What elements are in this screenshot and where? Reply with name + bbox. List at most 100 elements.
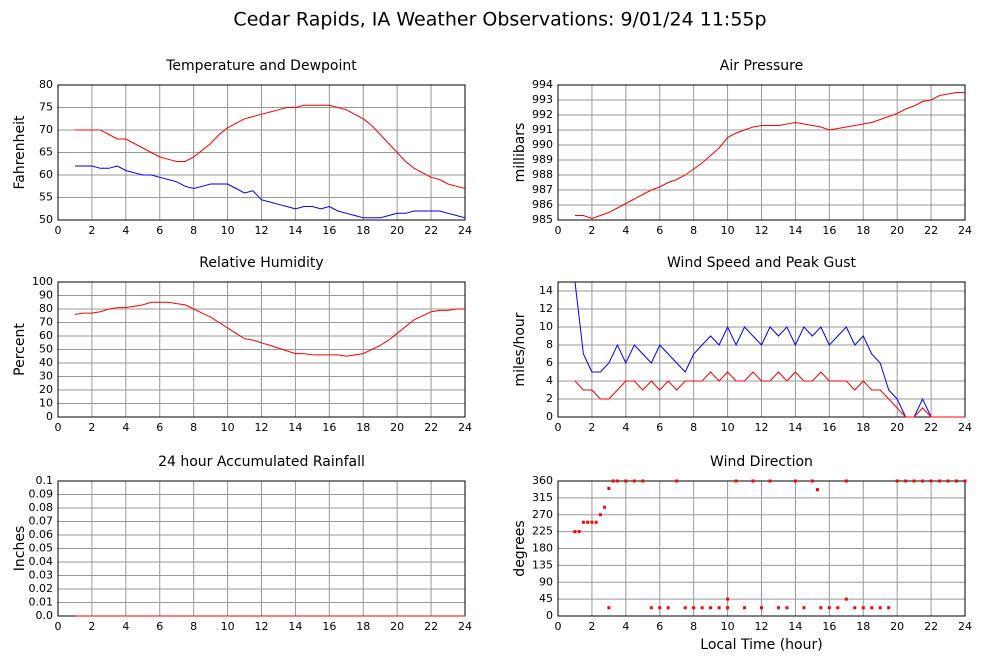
x-tick-label: 0: [55, 421, 62, 434]
x-tick-label: 4: [122, 620, 129, 633]
x-tick-label: 22: [924, 620, 938, 633]
page-title: Cedar Rapids, IA Weather Observations: 9…: [233, 9, 766, 31]
x-tick-label: 6: [656, 620, 663, 633]
x-tick-label: 2: [88, 620, 95, 633]
y-tick-label: 0.02: [29, 582, 54, 595]
y-tick-label: 45: [539, 592, 553, 605]
data-point: [726, 606, 730, 610]
plot-frame: [557, 84, 966, 221]
subplot-title: 24 hour Accumulated Rainfall: [158, 454, 365, 470]
x-tick-label: 22: [924, 421, 938, 434]
y-tick-label: 30: [39, 370, 53, 383]
y-tick-label: 987: [532, 183, 553, 196]
x-tick-label: 14: [788, 421, 802, 434]
data-line: [575, 92, 965, 220]
y-tick-label: 65: [39, 146, 53, 159]
x-tick-label: 22: [424, 224, 438, 237]
data-line: [74, 301, 465, 357]
x-tick-label: 6: [156, 224, 163, 237]
data-point: [717, 606, 721, 610]
y-tick-label: 994: [532, 78, 553, 91]
plot-frame: [57, 84, 466, 221]
y-tick-label: 985: [532, 213, 553, 226]
y-tick-label: 990: [532, 138, 553, 151]
x-tick-label: 2: [588, 620, 595, 633]
x-tick-label: 8: [190, 620, 197, 633]
x-tick-label: 8: [190, 421, 197, 434]
y-tick-label: 75: [39, 101, 53, 114]
data-point: [844, 597, 848, 601]
y-tick-label: 0.0: [36, 609, 54, 622]
x-tick-label: 4: [622, 620, 629, 633]
x-tick-label: 18: [856, 224, 870, 237]
y-tick-label: 988: [532, 168, 553, 181]
x-tick-label: 24: [958, 421, 972, 434]
x-tick-label: 18: [356, 421, 370, 434]
data-point: [946, 479, 950, 483]
x-tick-label: 8: [690, 421, 697, 434]
x-tick-label: 14: [288, 421, 302, 434]
data-point: [632, 479, 636, 483]
data-point: [573, 530, 577, 534]
x-tick-label: 12: [255, 620, 269, 633]
data-point: [607, 606, 611, 610]
y-axis-label: miles/hour: [512, 312, 528, 386]
data-point: [577, 530, 581, 534]
x-tick-label: 4: [622, 421, 629, 434]
x-tick-label: 10: [221, 421, 235, 434]
y-tick-label: 135: [532, 558, 553, 571]
data-point: [887, 606, 891, 610]
y-axis-label: Inches: [12, 526, 28, 571]
data-point: [586, 520, 590, 524]
x-tick-label: 12: [755, 620, 769, 633]
data-line: [574, 371, 965, 418]
data-point: [692, 606, 696, 610]
data-line: [75, 104, 466, 189]
y-tick-label: 80: [39, 302, 53, 315]
x-tick-label: 10: [721, 421, 735, 434]
y-tick-label: 8: [546, 338, 553, 351]
data-point: [912, 479, 916, 483]
data-point: [649, 606, 653, 610]
y-tick-label: 90: [539, 575, 553, 588]
data-point: [768, 479, 772, 483]
y-tick-label: 14: [539, 284, 553, 297]
y-tick-label: 50: [39, 343, 53, 356]
x-tick-label: 16: [322, 421, 336, 434]
x-tick-label: 18: [356, 224, 370, 237]
data-point: [611, 479, 615, 483]
y-tick-label: 225: [532, 525, 553, 538]
data-point: [878, 606, 882, 610]
data-point: [815, 488, 819, 492]
x-tick-label: 0: [555, 620, 562, 633]
data-point: [751, 479, 755, 483]
data-point: [836, 606, 840, 610]
y-tick-label: 986: [532, 198, 553, 211]
x-tick-label: 10: [721, 620, 735, 633]
y-tick-label: 0.09: [29, 488, 54, 501]
y-tick-label: 180: [532, 542, 553, 555]
data-point: [785, 606, 789, 610]
x-tick-label: 24: [958, 224, 972, 237]
data-point: [870, 606, 874, 610]
data-point: [709, 606, 713, 610]
x-tick-label: 16: [322, 224, 336, 237]
y-tick-label: 4: [546, 374, 553, 387]
x-tick-label: 4: [622, 224, 629, 237]
y-axis-label: degrees: [512, 520, 528, 576]
data-point: [683, 606, 687, 610]
y-axis-label: millibars: [512, 123, 528, 183]
data-point: [590, 520, 594, 524]
data-point: [827, 606, 831, 610]
data-point: [624, 479, 628, 483]
data-point: [666, 606, 670, 610]
x-tick-label: 24: [458, 224, 472, 237]
data-point: [581, 520, 585, 524]
x-tick-label: 22: [424, 620, 438, 633]
plot-frame: [57, 281, 466, 418]
y-tick-label: 0.04: [29, 555, 54, 568]
x-tick-label: 6: [156, 421, 163, 434]
y-tick-label: 991: [532, 123, 553, 136]
subplot-title: Air Pressure: [720, 58, 803, 74]
x-tick-label: 18: [356, 620, 370, 633]
